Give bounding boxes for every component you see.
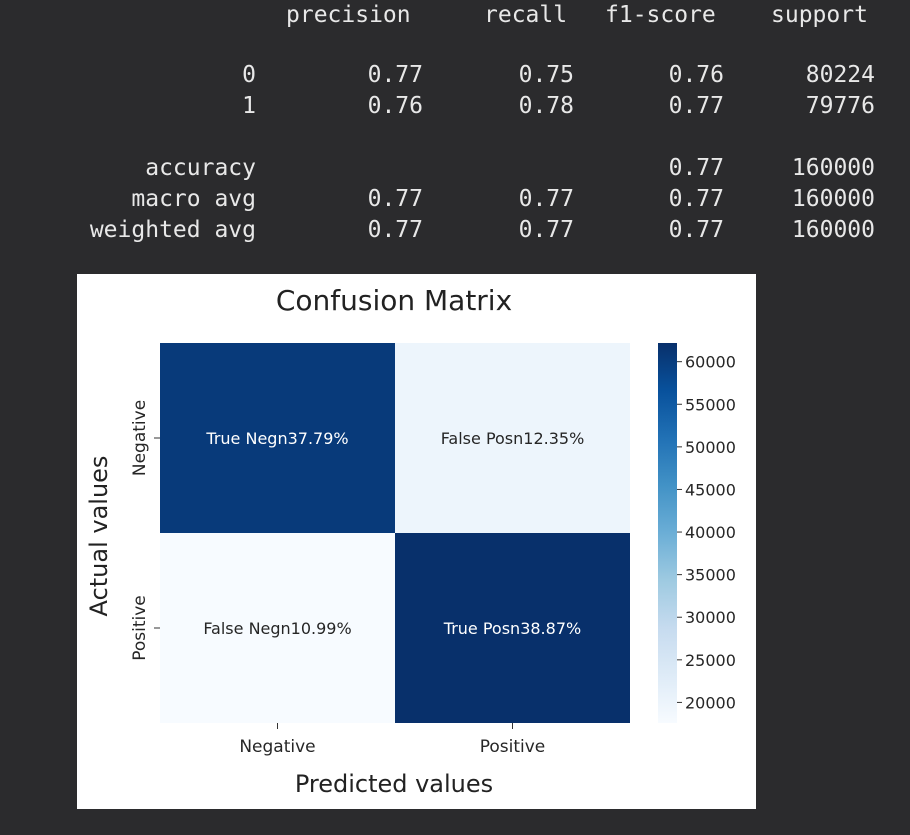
y-tick-label: Negative <box>130 400 150 476</box>
colorbar-tick-label: 35000 <box>685 566 736 585</box>
cell-annotation: False Negn10.99% <box>203 619 351 638</box>
row-f1: 0.76 <box>668 62 724 88</box>
cell-annotation: True Posn38.87% <box>443 619 581 638</box>
header-f1-score: f1-score <box>605 2 716 28</box>
row-support: 160000 <box>791 155 875 181</box>
y-tick-label: Positive <box>130 595 150 661</box>
row-recall: 0.75 <box>518 62 574 88</box>
header-support: support <box>771 2 868 28</box>
row-label: weighted avg <box>89 217 256 243</box>
chart-title: Confusion Matrix <box>276 284 512 317</box>
colorbar-tick-label: 30000 <box>685 608 736 627</box>
row-precision: 0.76 <box>367 93 423 119</box>
colorbar-tick-label: 40000 <box>685 523 736 542</box>
x-axis-label: Predicted values <box>295 770 493 798</box>
row-recall: 0.77 <box>518 217 574 243</box>
cell-annotation: True Negn37.79% <box>205 429 348 448</box>
y-axis-label: Actual values <box>85 456 113 617</box>
row-support: 160000 <box>791 217 875 243</box>
header-recall: recall <box>484 2 568 28</box>
x-tick-label: Negative <box>239 737 315 757</box>
colorbar-tick-label: 55000 <box>685 395 736 414</box>
row-support: 79776 <box>805 93 875 119</box>
colorbar-tick-label: 25000 <box>685 651 736 670</box>
colorbar <box>658 343 677 723</box>
row-label: 0 <box>242 62 256 88</box>
row-f1: 0.77 <box>668 186 724 212</box>
colorbar-tick-label: 60000 <box>685 353 736 372</box>
cell-annotation: False Posn12.35% <box>441 429 585 448</box>
heatmap-cell <box>160 343 395 533</box>
row-f1: 0.77 <box>668 93 724 119</box>
row-support: 80224 <box>805 62 875 88</box>
colorbar-tick-label: 20000 <box>685 693 736 712</box>
heatmap-cell <box>160 533 395 723</box>
x-tick-label: Positive <box>480 737 546 757</box>
classification-report: precision recall f1-score support 0 0.77… <box>0 0 910 260</box>
confusion-matrix-chart: Confusion Matrix Predicted values Actual… <box>85 284 736 798</box>
row-precision: 0.77 <box>367 62 423 88</box>
row-recall: 0.78 <box>518 93 574 119</box>
colorbar-tick-label: 45000 <box>685 480 736 499</box>
row-f1: 0.77 <box>668 155 724 181</box>
row-precision: 0.77 <box>367 217 423 243</box>
heatmap-cell <box>395 533 630 723</box>
heatmap-cell <box>395 343 630 533</box>
row-f1: 0.77 <box>668 217 724 243</box>
row-label: accuracy <box>145 155 256 181</box>
row-label: 1 <box>242 93 256 119</box>
row-precision: 0.77 <box>367 186 423 212</box>
row-recall: 0.77 <box>518 186 574 212</box>
confusion-matrix-figure: Confusion Matrix Predicted values Actual… <box>77 274 756 809</box>
row-label: macro avg <box>131 186 256 212</box>
header-precision: precision <box>286 2 411 28</box>
colorbar-tick-label: 50000 <box>685 438 736 457</box>
row-support: 160000 <box>791 186 875 212</box>
